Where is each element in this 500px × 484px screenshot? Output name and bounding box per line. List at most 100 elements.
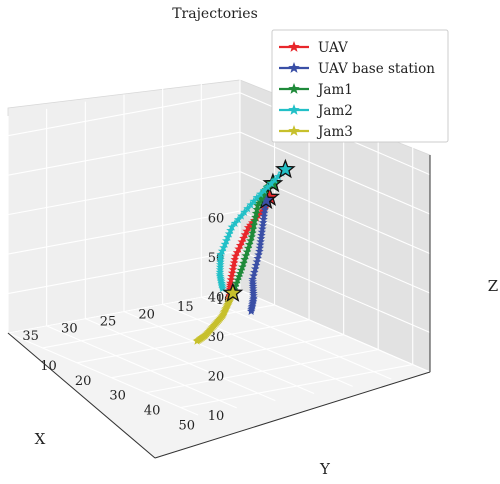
data-point-jam1 bbox=[246, 236, 255, 245]
series-uav-base-station bbox=[246, 189, 277, 315]
data-point-jam1 bbox=[235, 269, 245, 278]
grid-line-z-back bbox=[239, 131, 431, 215]
z-axis-label: Z bbox=[488, 277, 498, 295]
data-point-jam2 bbox=[219, 243, 228, 252]
legend-label: UAV bbox=[318, 40, 348, 56]
data-point-uav-base-station bbox=[253, 253, 262, 262]
data-point-jam1 bbox=[259, 189, 268, 198]
legend-label: Jam2 bbox=[316, 103, 353, 119]
legend-marker bbox=[288, 83, 300, 94]
data-point-jam2 bbox=[252, 193, 262, 202]
data-point-jam2 bbox=[230, 218, 240, 227]
grid-line-y-floor bbox=[146, 349, 379, 394]
data-point-jam2 bbox=[246, 200, 255, 209]
grid-line-y-floor bbox=[180, 364, 413, 409]
chart-title: Trajectories bbox=[172, 6, 258, 22]
data-point-jam1 bbox=[238, 262, 247, 271]
y-tick-label: 10 bbox=[40, 359, 57, 374]
data-point-uav-base-station bbox=[260, 205, 269, 214]
data-point-jam1 bbox=[251, 212, 260, 221]
data-point-uav-base-station bbox=[246, 306, 256, 315]
grid-line-z-left bbox=[7, 210, 241, 255]
y-axis-label: Y bbox=[319, 460, 331, 478]
data-point-jam1 bbox=[232, 278, 241, 287]
data-point-uav bbox=[237, 237, 247, 246]
data-point-uav bbox=[254, 211, 263, 220]
data-point-jam2 bbox=[227, 222, 237, 231]
data-point-uav bbox=[227, 272, 236, 281]
data-point-uav-base-station bbox=[256, 234, 266, 243]
data-point-uav bbox=[229, 261, 238, 270]
data-point-jam2 bbox=[222, 236, 231, 245]
data-point-jam1 bbox=[240, 255, 249, 264]
grid-line-x-floor bbox=[46, 325, 237, 409]
data-point-uav-base-station bbox=[258, 224, 267, 233]
data-point-jam1 bbox=[252, 205, 262, 214]
legend-label: Jam3 bbox=[316, 124, 353, 140]
data-point-jam3 bbox=[216, 313, 225, 322]
data-point-uav-base-station bbox=[252, 257, 262, 266]
data-point-jam1 bbox=[255, 196, 265, 205]
grid-line-z-back bbox=[239, 289, 431, 373]
data-point-jam1 bbox=[234, 272, 243, 281]
data-point-jam3 bbox=[207, 323, 217, 332]
data-point-jam2 bbox=[224, 229, 234, 238]
data-point-jam3 bbox=[218, 311, 227, 320]
data-point-jam2 bbox=[217, 246, 227, 255]
grid-line-x-floor bbox=[7, 332, 199, 416]
data-point-uav bbox=[243, 223, 253, 232]
data-point-jam3 bbox=[192, 336, 202, 345]
data-point-uav-base-station bbox=[257, 230, 266, 240]
data-point-uav-base-station bbox=[258, 218, 268, 227]
data-point-jam2 bbox=[218, 284, 227, 293]
series-layer bbox=[192, 158, 296, 345]
legend-entry-uav-base-station: UAV base station bbox=[279, 61, 435, 77]
data-point-uav-base-station bbox=[256, 237, 265, 246]
y-tick-label: 40 bbox=[144, 404, 161, 419]
legend-marker bbox=[288, 125, 300, 136]
start-marker-jam2 bbox=[275, 158, 296, 179]
series-jam2 bbox=[215, 158, 296, 293]
data-point-uav bbox=[248, 218, 257, 227]
data-point-uav bbox=[256, 208, 265, 217]
data-point-uav-base-station bbox=[251, 260, 261, 269]
data-point-uav bbox=[229, 258, 239, 267]
grid-line-z-left bbox=[7, 250, 241, 295]
data-point-jam1 bbox=[233, 275, 242, 284]
data-point-jam1 bbox=[251, 208, 261, 218]
z-tick-label: 60 bbox=[208, 212, 225, 227]
grid-line-z-left bbox=[7, 92, 241, 137]
ticks: 101520253035401020304050102030405060 bbox=[0, 212, 232, 434]
grid-line-z-back bbox=[239, 210, 431, 294]
data-point-uav bbox=[258, 206, 267, 215]
data-point-jam1 bbox=[247, 232, 256, 241]
x-tick-label: 15 bbox=[177, 300, 194, 315]
data-point-jam1 bbox=[241, 251, 251, 260]
data-point-uav-base-station bbox=[249, 271, 258, 280]
grid-line-z-back bbox=[239, 250, 431, 334]
data-point-uav bbox=[246, 220, 255, 229]
grid-line-x-floor bbox=[123, 310, 315, 395]
data-point-jam3 bbox=[204, 327, 214, 336]
data-point-jam2 bbox=[226, 226, 235, 235]
data-point-jam2 bbox=[240, 207, 249, 216]
data-point-uav-base-station bbox=[260, 202, 270, 211]
grid-line-x-floor bbox=[162, 303, 353, 387]
y-tick-label: 50 bbox=[178, 419, 195, 434]
data-point-uav bbox=[242, 226, 251, 235]
data-point-jam3 bbox=[215, 314, 224, 323]
data-point-jam2 bbox=[220, 239, 230, 248]
legend-box bbox=[271, 29, 449, 143]
data-point-uav-base-station bbox=[258, 221, 267, 230]
z-tick-label: 20 bbox=[208, 370, 225, 385]
data-point-jam1 bbox=[249, 220, 259, 229]
data-point-uav-base-station bbox=[257, 227, 267, 236]
data-point-uav-base-station bbox=[254, 250, 263, 259]
x-tick-label: 25 bbox=[100, 315, 117, 330]
legend-label: UAV base station bbox=[318, 61, 435, 77]
start-marker-jam3 bbox=[222, 282, 244, 302]
data-point-jam1 bbox=[248, 228, 257, 237]
x-axis-label: X bbox=[35, 430, 46, 448]
legend-marker bbox=[288, 41, 300, 52]
data-point-jam1 bbox=[253, 201, 262, 210]
